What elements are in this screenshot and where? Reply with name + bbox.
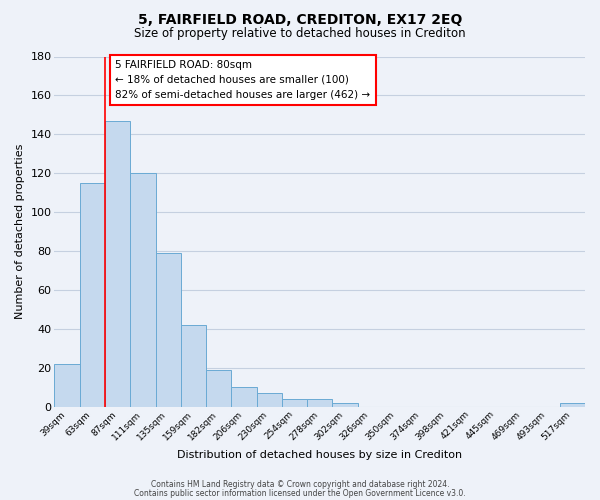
Bar	[257, 393, 282, 407]
Text: 5, FAIRFIELD ROAD, CREDITON, EX17 2EQ: 5, FAIRFIELD ROAD, CREDITON, EX17 2EQ	[138, 12, 462, 26]
Bar	[206, 370, 232, 407]
Bar	[307, 399, 332, 407]
Bar	[181, 325, 206, 407]
Text: Size of property relative to detached houses in Crediton: Size of property relative to detached ho…	[134, 28, 466, 40]
Bar	[130, 174, 155, 407]
Text: Contains public sector information licensed under the Open Government Licence v3: Contains public sector information licen…	[134, 488, 466, 498]
Bar	[560, 403, 585, 407]
Bar	[105, 120, 130, 407]
Text: 5 FAIRFIELD ROAD: 80sqm
← 18% of detached houses are smaller (100)
82% of semi-d: 5 FAIRFIELD ROAD: 80sqm ← 18% of detache…	[115, 60, 371, 100]
Bar	[155, 253, 181, 407]
Bar	[282, 399, 307, 407]
Bar	[332, 403, 358, 407]
Bar	[232, 388, 257, 407]
Text: Contains HM Land Registry data © Crown copyright and database right 2024.: Contains HM Land Registry data © Crown c…	[151, 480, 449, 489]
Bar	[80, 183, 105, 407]
Bar	[55, 364, 80, 407]
X-axis label: Distribution of detached houses by size in Crediton: Distribution of detached houses by size …	[177, 450, 462, 460]
Y-axis label: Number of detached properties: Number of detached properties	[15, 144, 25, 320]
